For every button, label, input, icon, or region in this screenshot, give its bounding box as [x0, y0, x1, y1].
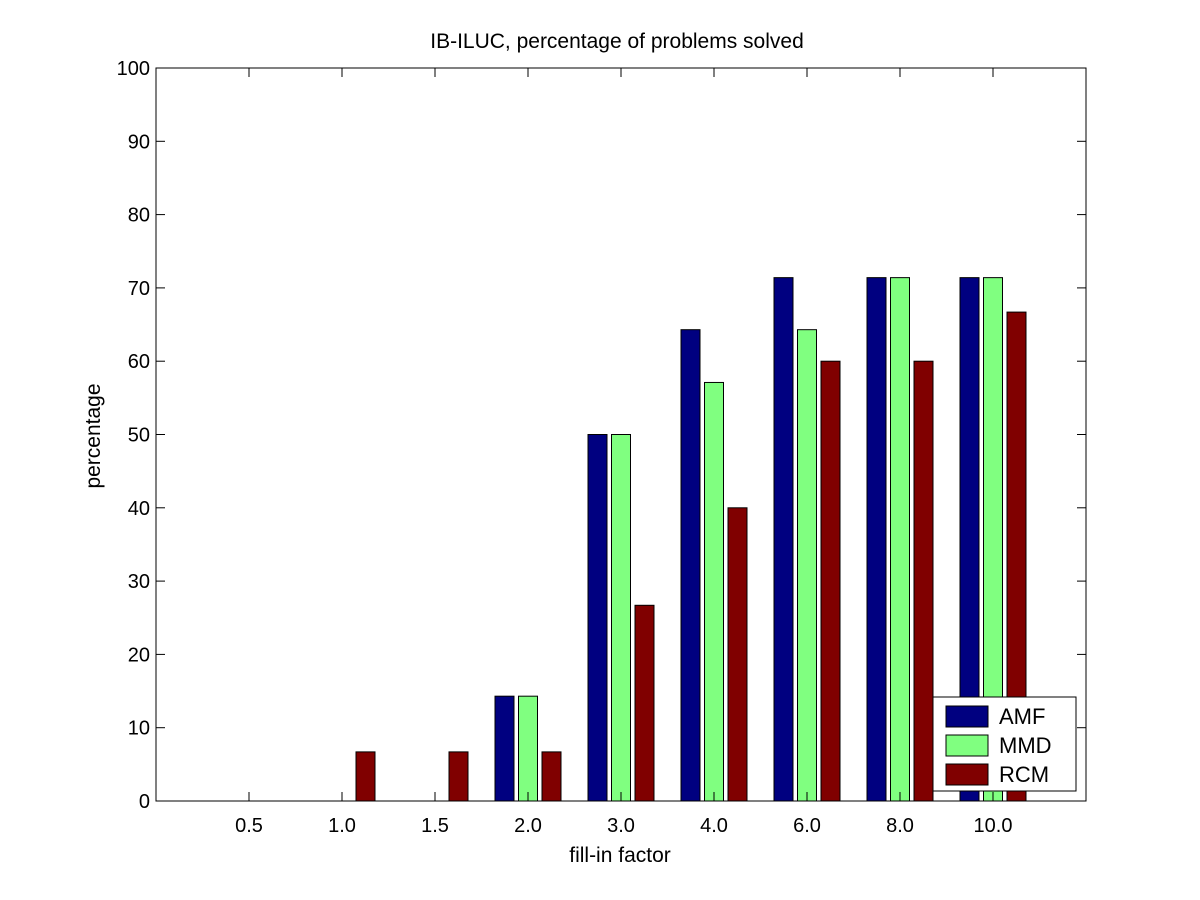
y-tick-label: 10	[128, 718, 150, 740]
legend-label-amf: AMF	[999, 704, 1045, 729]
x-tick-label: 1.0	[328, 815, 356, 837]
bar-amf-2.0	[494, 695, 515, 802]
y-tick-label: 70	[128, 278, 150, 300]
legend-label-mmd: MMD	[999, 733, 1052, 758]
bar-mmd-2.0	[518, 695, 538, 802]
y-tick-label: 60	[128, 351, 150, 373]
bar-amf-4.0	[680, 329, 701, 802]
bar-rcm-3.0	[634, 604, 655, 802]
bar-mmd-4.0	[704, 381, 724, 802]
x-tick-label: 2.0	[514, 815, 542, 837]
bars-layer	[355, 277, 1027, 802]
x-tick-label: 6.0	[793, 815, 821, 837]
bar-rcm-8.0	[913, 360, 934, 802]
bar-amf-8.0	[866, 277, 887, 802]
y-tick-label: 0	[139, 791, 150, 813]
y-tick-label: 30	[128, 571, 150, 593]
legend: AMF MMD RCM	[932, 696, 1077, 792]
x-tick-label: 8.0	[886, 815, 914, 837]
bar-mmd-8.0	[890, 277, 910, 802]
legend-label-rcm: RCM	[999, 762, 1049, 787]
legend-swatch-mmd	[945, 734, 989, 757]
chart-title: IB-ILUC, percentage of problems solved	[430, 30, 804, 53]
bar-rcm-2.0	[541, 751, 562, 802]
y-tick-label: 100	[117, 58, 150, 80]
x-axis-label: fill-in factor	[569, 844, 671, 867]
bar-rcm-6.0	[820, 360, 841, 802]
y-tick-label: 50	[128, 425, 150, 447]
bar-amf-6.0	[773, 277, 794, 802]
bar-rcm-10.0	[1006, 311, 1027, 802]
x-tick-label: 4.0	[700, 815, 728, 837]
bar-rcm-4.0	[727, 507, 748, 802]
legend-swatch-rcm	[945, 763, 989, 786]
bar-rcm-1.0	[355, 751, 376, 802]
bar-rcm-1.5	[448, 751, 469, 802]
bar-amf-3.0	[587, 434, 608, 802]
ticks-layer: 0 10 20 30 40 50 60 70 80 90 100 0.5 1.0 1.5 2.0 3.0 4.0…	[117, 58, 1086, 837]
legend-swatch-amf	[945, 705, 989, 728]
y-tick-label: 90	[128, 131, 150, 153]
y-tick-label: 20	[128, 644, 150, 666]
x-tick-label: 3.0	[607, 815, 635, 837]
x-tick-label: 0.5	[235, 815, 263, 837]
x-tick-label: 1.5	[421, 815, 449, 837]
y-axis-label: percentage	[82, 383, 105, 488]
y-tick-label: 80	[128, 205, 150, 227]
y-tick-label: 40	[128, 498, 150, 520]
bar-mmd-6.0	[797, 329, 817, 802]
bar-amf-10.0	[959, 277, 980, 802]
bar-mmd-3.0	[611, 434, 631, 802]
x-tick-label: 10.0	[974, 815, 1013, 837]
